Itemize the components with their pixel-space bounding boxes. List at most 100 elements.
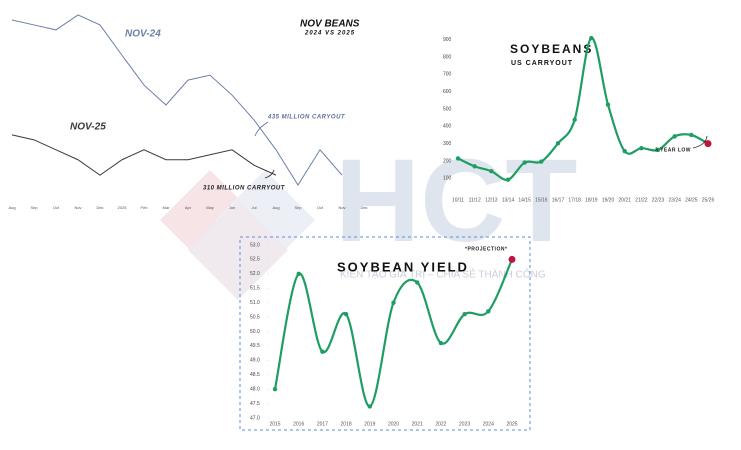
- x-tick-label: 18/19: [585, 197, 598, 203]
- y-tick-label: 50.0: [250, 329, 260, 335]
- x-tick-label: Sep: [30, 205, 38, 210]
- data-point: [367, 404, 372, 409]
- data-point: [555, 141, 561, 146]
- x-tick-label: Jul: [251, 205, 256, 210]
- x-tick-label: 20/21: [618, 197, 631, 203]
- data-point: [343, 312, 349, 317]
- x-tick-label: Dec: [360, 205, 367, 210]
- data-point: [572, 117, 577, 122]
- x-tick-label: 2020: [388, 421, 399, 427]
- data-point: [486, 309, 491, 314]
- data-point: [522, 160, 527, 165]
- series-line: [273, 258, 514, 408]
- x-tick-label: 2023: [459, 421, 470, 427]
- x-tick-label: Mar: [163, 205, 171, 210]
- x-tick-label: Oct: [53, 205, 60, 210]
- x-tick-label: Jun: [229, 205, 235, 210]
- annotation: 435 MILLION CARYOUT: [267, 115, 346, 121]
- x-tick-label: 13/14: [502, 197, 515, 203]
- y-tick-label: 52.0: [250, 271, 260, 277]
- annotation: *PROJECTION*: [465, 246, 507, 252]
- arrow: [692, 135, 708, 149]
- y-tick-label: 51.5: [250, 286, 260, 292]
- arrow: [264, 169, 275, 179]
- watermark-slogan: KIẾN TẠO GIÁ TRỊ – CHIA SẺ THÀNH CÔNG: [340, 268, 546, 281]
- data-point: [605, 102, 611, 107]
- y-tick-label: 51.0: [250, 300, 260, 306]
- legend-label: NOV-24: [125, 29, 161, 40]
- data-point: [539, 159, 544, 164]
- watermark-diamonds: [160, 170, 315, 300]
- y-tick-label: 400: [443, 124, 452, 130]
- x-tick-label: 2016: [293, 421, 304, 427]
- y-tick-label: 900: [443, 37, 452, 43]
- annotation: 3 YEAR LOW: [655, 147, 691, 153]
- x-tick-label: 24/25: [685, 197, 698, 203]
- series-line: [11, 14, 343, 187]
- data-point: [704, 140, 712, 148]
- x-tick-label: Sep: [294, 205, 302, 210]
- x-tick-label: Dec: [96, 205, 103, 210]
- x-tick-label: 17/18: [568, 197, 581, 203]
- chart-subtitle: 2024 VS 2025: [304, 31, 355, 37]
- chart-title: SOYBEAN YIELD: [337, 259, 469, 274]
- data-point: [438, 340, 444, 346]
- y-tick-label: 47.0: [250, 415, 260, 421]
- y-tick-label: 700: [443, 72, 452, 78]
- x-tick-label: Aug: [8, 205, 15, 210]
- data-point: [415, 280, 420, 285]
- y-tick-label: 600: [443, 89, 452, 95]
- data-point: [489, 169, 494, 174]
- diamond: [160, 170, 260, 270]
- y-tick-label: 47.5: [250, 401, 260, 407]
- legend-label: NOV-25: [70, 122, 106, 133]
- data-point: [505, 177, 511, 182]
- y-tick-label: 50.5: [250, 314, 260, 320]
- data-point: [508, 255, 516, 263]
- y-tick-label: 49.0: [250, 358, 260, 364]
- arrow: [254, 121, 269, 137]
- y-tick-label: 48.5: [250, 372, 260, 378]
- data-point: [272, 386, 278, 392]
- x-tick-label: 2025: [506, 421, 517, 427]
- chart-subtitle: US CARRYOUT: [511, 60, 573, 67]
- data-point: [296, 271, 301, 277]
- x-tick-label: 2021: [412, 421, 423, 427]
- x-tick-label: Aug: [272, 205, 279, 210]
- x-tick-label: 2018: [341, 421, 352, 427]
- x-tick-label: 21/22: [635, 197, 648, 203]
- y-tick-label: 200: [443, 158, 452, 164]
- data-point: [320, 349, 325, 354]
- y-tick-label: 800: [443, 54, 452, 60]
- data-point: [639, 145, 644, 151]
- data-point: [655, 147, 661, 153]
- data-point: [589, 35, 594, 41]
- y-tick-label: 100: [443, 176, 452, 182]
- y-tick-label: 300: [443, 141, 452, 147]
- x-tick-label: Nov: [338, 205, 345, 210]
- series-line: [457, 36, 709, 181]
- x-tick-label: 2025: [118, 205, 128, 210]
- x-tick-label: 2022: [435, 421, 446, 427]
- y-tick-label: 500: [443, 106, 452, 112]
- x-tick-label: Feb: [141, 205, 149, 210]
- x-tick-label: 22/23: [652, 197, 665, 203]
- y-tick-label: 52.5: [250, 257, 260, 263]
- series-line: [11, 134, 277, 176]
- x-tick-label: Oct: [317, 205, 324, 210]
- annotation: 310 MILLION CARRYOUT: [203, 186, 286, 192]
- diamond: [215, 170, 315, 270]
- data-point: [622, 148, 627, 154]
- x-tick-label: 15/16: [535, 197, 548, 203]
- diamond: [188, 200, 288, 300]
- x-tick-label: 14/15: [518, 197, 531, 203]
- x-tick-label: 16/17: [552, 197, 565, 203]
- y-tick-label: 49.5: [250, 343, 260, 349]
- x-tick-label: 23/24: [668, 197, 681, 203]
- x-tick-label: 2019: [364, 421, 375, 427]
- yield-frame: [239, 236, 531, 431]
- data-point: [672, 134, 677, 139]
- x-tick-label: 11/12: [469, 197, 481, 203]
- x-tick-label: 10/11: [452, 197, 464, 203]
